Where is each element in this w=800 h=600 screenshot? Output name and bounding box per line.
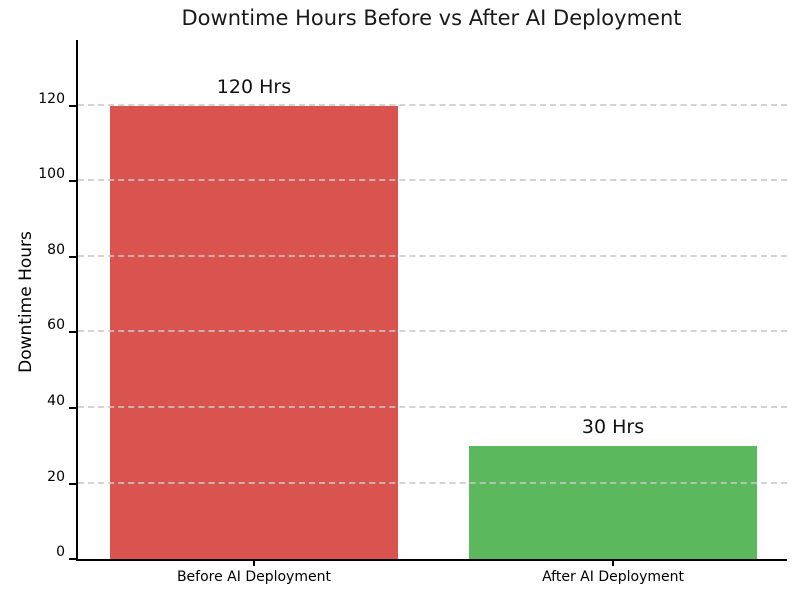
gridline-y-100 <box>78 179 787 182</box>
plot-area: 120 Hrs Before AI Deployment 30 Hrs After A… <box>38 40 787 585</box>
x-tick-mark-1 <box>612 559 615 566</box>
chart-title: Downtime Hours Before vs After AI Deploy… <box>181 6 682 30</box>
y-tick-label-20: 20 <box>47 468 65 485</box>
y-tick-label-80: 80 <box>47 241 65 258</box>
bar-0 <box>110 105 398 559</box>
y-tick-mark-40 <box>69 407 76 409</box>
y-tick-mark-60 <box>69 331 76 334</box>
x-tick-label-1: After AI Deployment <box>542 569 684 585</box>
gridline-y-40 <box>78 406 787 408</box>
y-tick-label-120: 120 <box>38 90 65 107</box>
y-tick-label-60: 60 <box>47 317 65 334</box>
bar-value-label-0: 120 Hrs <box>216 75 292 98</box>
gridline-y-80 <box>78 254 787 257</box>
gridline-y-20 <box>78 481 787 484</box>
x-tick-mark-0 <box>252 559 255 566</box>
y-tick-mark-120 <box>69 104 76 107</box>
y-tick-label-100: 100 <box>38 166 65 183</box>
y-tick-label-0: 0 <box>56 544 65 560</box>
gridline-y-60 <box>78 330 787 333</box>
gridline-y-120 <box>78 103 787 106</box>
y-tick-mark-100 <box>69 180 76 183</box>
bar-1 <box>469 445 757 559</box>
x-tick-label-0: Before AI Deployment <box>176 569 331 585</box>
y-tick-label-40: 40 <box>47 393 65 409</box>
y-axis-label: Downtime Hours <box>16 231 36 373</box>
y-tick-mark-0 <box>69 558 76 560</box>
bar-value-label-1: 30 Hrs <box>581 415 645 438</box>
y-tick-mark-20 <box>69 482 76 485</box>
y-tick-mark-80 <box>69 255 76 258</box>
